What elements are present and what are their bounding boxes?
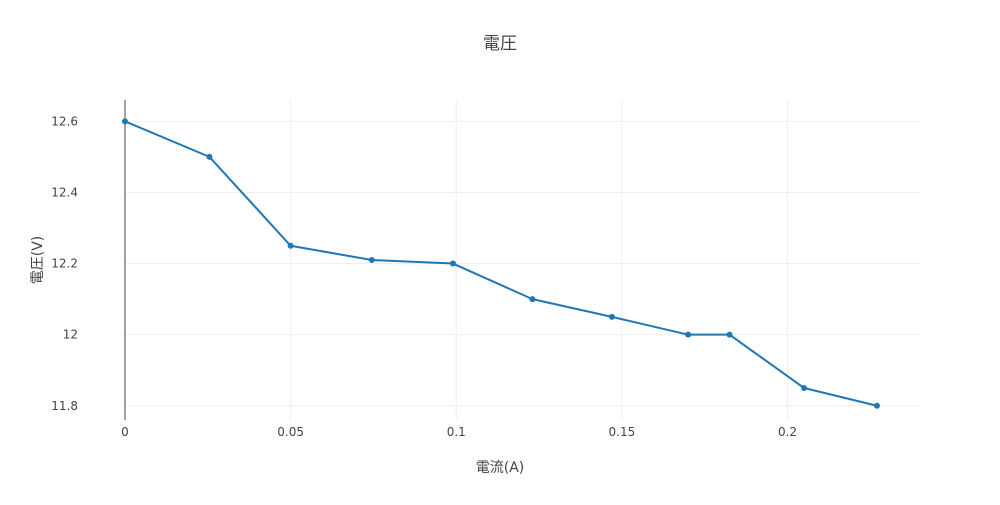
data-point[interactable]	[206, 153, 213, 160]
x-tick-label: 0.1	[447, 425, 466, 439]
x-tick-label: 0.2	[778, 425, 797, 439]
y-tick-label: 12.4	[51, 185, 78, 199]
y-axis-title: 電圧(V)	[30, 236, 46, 285]
y-tick-label: 12	[63, 328, 78, 342]
data-point[interactable]	[873, 402, 880, 409]
data-point[interactable]	[801, 385, 808, 391]
data-point[interactable]	[608, 313, 615, 320]
y-tick-label: 12.2	[51, 257, 78, 271]
data-point[interactable]	[529, 296, 536, 303]
gridlines	[125, 100, 920, 420]
data-point[interactable]	[726, 331, 733, 338]
y-tick-label: 12.6	[51, 114, 78, 128]
x-tick-label: 0.15	[609, 425, 636, 439]
x-axis-ticks: 0 0.05 0.1 0.15 0.2	[121, 425, 797, 439]
chart-title: 電圧	[483, 34, 517, 54]
x-axis-title: 電流(A)	[476, 460, 525, 476]
x-tick-label: 0.05	[277, 425, 304, 439]
y-tick-label: 11.8	[51, 399, 78, 413]
data-point[interactable]	[368, 257, 375, 263]
data-point[interactable]	[449, 260, 456, 267]
data-point[interactable]	[685, 331, 692, 338]
x-tick-label: 0	[121, 425, 129, 439]
series-group	[122, 118, 880, 409]
data-point[interactable]	[287, 242, 294, 249]
y-axis-ticks: 11.8 12 12.2 12.4 12.6	[51, 114, 78, 412]
data-point[interactable]	[122, 118, 128, 125]
